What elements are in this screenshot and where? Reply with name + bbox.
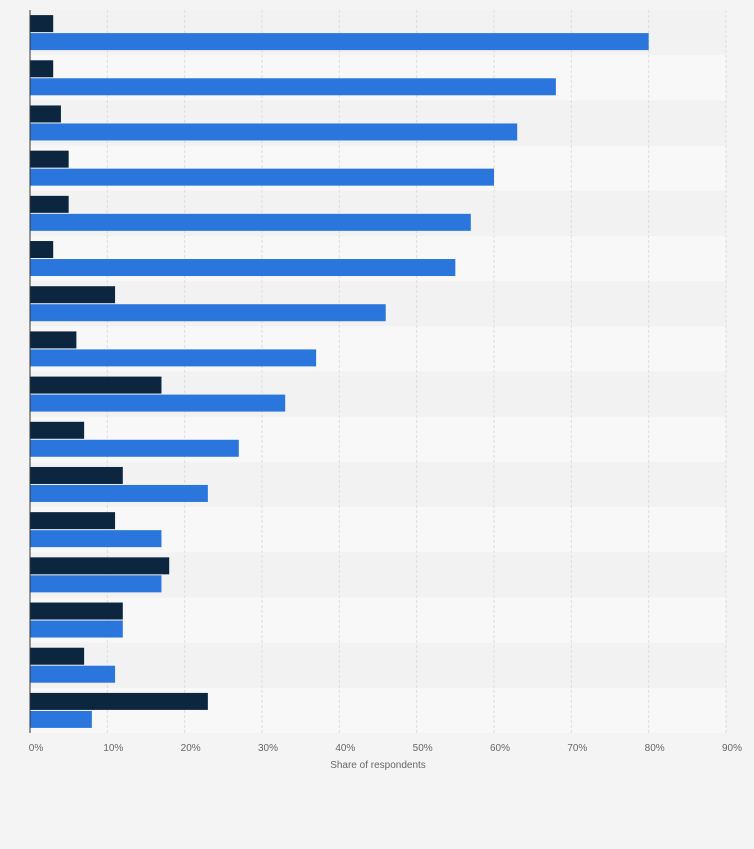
bar-series-2 xyxy=(30,575,162,593)
bar-series-2 xyxy=(30,394,286,412)
bar-series-1 xyxy=(30,241,54,259)
x-tick-label: 40% xyxy=(335,743,355,754)
bar-series-1 xyxy=(30,466,123,484)
x-tick-label: 0% xyxy=(29,743,44,754)
bar-series-2 xyxy=(30,78,556,96)
x-axis-title: Share of respondents xyxy=(330,760,426,771)
x-tick-label: 50% xyxy=(413,743,433,754)
bar-series-2 xyxy=(30,123,518,141)
bar-series-2 xyxy=(30,259,456,277)
row-bands xyxy=(30,10,726,733)
bar-series-1 xyxy=(30,557,170,575)
bar-series-2 xyxy=(30,530,162,548)
x-tick-label: 90% xyxy=(722,743,742,754)
bar-series-1 xyxy=(30,647,85,665)
row-band xyxy=(30,642,726,688)
bar-series-1 xyxy=(30,692,208,710)
bar-series-1 xyxy=(30,286,116,304)
bar-series-1 xyxy=(30,15,54,33)
x-tick-label: 30% xyxy=(258,743,278,754)
bars xyxy=(30,15,649,728)
bar-series-1 xyxy=(30,195,69,213)
x-tick-label: 60% xyxy=(490,743,510,754)
bar-series-1 xyxy=(30,331,77,349)
bar-series-1 xyxy=(30,512,116,530)
bar-series-2 xyxy=(30,168,494,186)
row-band xyxy=(30,597,726,643)
bar-series-2 xyxy=(30,484,208,502)
bar-series-1 xyxy=(30,150,69,168)
x-tick-label: 10% xyxy=(103,743,123,754)
bar-series-1 xyxy=(30,105,61,123)
x-tick-label: 70% xyxy=(567,743,587,754)
bar-series-1 xyxy=(30,421,85,439)
bar-series-2 xyxy=(30,304,386,322)
bar-series-1 xyxy=(30,60,54,78)
bar-series-2 xyxy=(30,710,92,728)
bar-series-2 xyxy=(30,665,116,683)
x-tick-label: 20% xyxy=(181,743,201,754)
bar-series-2 xyxy=(30,33,649,51)
x-tick-label: 80% xyxy=(645,743,665,754)
bar-series-1 xyxy=(30,376,162,394)
bar-series-2 xyxy=(30,439,239,457)
bar-series-2 xyxy=(30,213,471,231)
bar-series-1 xyxy=(30,602,123,620)
bar-series-2 xyxy=(30,349,317,367)
x-axis-ticks: 0% 10% 20% 30% 40% 50% 60% 70% 80% 90% xyxy=(29,743,742,754)
bar-series-2 xyxy=(30,620,123,638)
